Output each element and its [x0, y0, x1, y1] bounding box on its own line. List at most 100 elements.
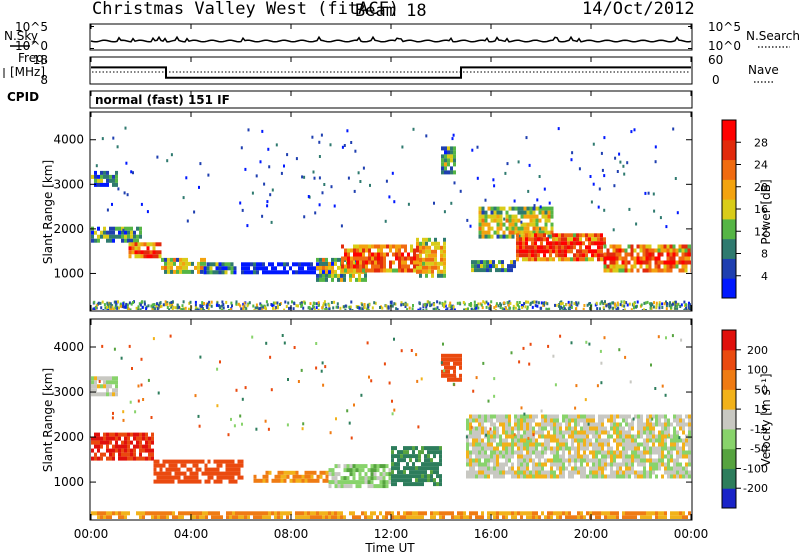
heatmap-cell — [109, 440, 112, 445]
heatmap-cell — [100, 234, 103, 239]
heatmap-cell — [625, 422, 628, 427]
heatmap-cell — [688, 454, 691, 459]
heatmap-cell — [553, 462, 556, 467]
speckle — [509, 301, 512, 305]
heatmap-cell — [91, 388, 94, 393]
heatmap-cell — [328, 480, 332, 485]
heatmap-cell — [673, 511, 676, 516]
heatmap-cell — [385, 515, 388, 519]
heatmap-cell — [443, 237, 446, 242]
heatmap-cell — [355, 464, 359, 469]
heatmap-cell — [181, 511, 184, 516]
heatmap-cell — [610, 414, 613, 419]
heatmap-cell — [382, 480, 386, 485]
speckle — [600, 361, 603, 365]
heatmap-cell — [496, 470, 499, 475]
heatmap-cell — [676, 470, 679, 475]
heatmap-cell — [487, 515, 490, 519]
heatmap-cell — [615, 248, 619, 253]
heatmap-cell — [283, 478, 287, 483]
heatmap-cell — [153, 459, 157, 464]
heatmap-cell — [667, 446, 670, 451]
heatmap-cell — [304, 474, 308, 479]
heatmap-cell — [304, 270, 307, 275]
heatmap-cell — [133, 234, 136, 239]
heatmap-cell — [634, 515, 637, 519]
heatmap-cell — [573, 245, 576, 250]
heatmap-cell — [640, 458, 643, 463]
heatmap-cell — [538, 218, 542, 223]
power-ylabel: Slant Range [km] — [41, 160, 55, 264]
heatmap-cell — [535, 218, 539, 223]
heatmap-cell — [358, 472, 362, 477]
heatmap-cell — [580, 466, 583, 471]
heatmap-cell — [472, 418, 475, 423]
heatmap-cell — [579, 245, 582, 250]
heatmap-cell — [540, 233, 543, 238]
heatmap-cell — [592, 466, 595, 471]
heatmap-cell — [526, 474, 529, 479]
heatmap-cell — [478, 422, 481, 427]
heatmap-cell — [216, 475, 220, 480]
speckle — [499, 302, 502, 306]
heatmap-cell — [631, 450, 634, 455]
heatmap-cell — [362, 248, 365, 253]
heatmap-cell — [552, 233, 555, 238]
speckle — [686, 309, 688, 310]
heatmap-cell — [610, 462, 613, 467]
heatmap-cell — [499, 434, 502, 439]
speckle — [242, 302, 245, 306]
heatmap-cell — [652, 434, 655, 439]
heatmap-cell — [547, 218, 551, 223]
heatmap-cell — [564, 249, 567, 254]
heatmap-cell — [487, 454, 490, 459]
heatmap-cell — [604, 430, 607, 435]
heatmap-cell — [481, 515, 484, 519]
heatmap-cell — [133, 452, 136, 457]
heatmap-cell — [661, 442, 664, 447]
heatmap-cell — [230, 266, 234, 271]
speckle — [434, 307, 437, 310]
speckle — [657, 335, 660, 339]
speckle — [267, 147, 270, 151]
speckle — [651, 417, 654, 421]
speckle — [443, 369, 446, 373]
heatmap-cell — [418, 478, 421, 483]
heatmap-cell — [325, 474, 329, 479]
heatmap-cell — [577, 450, 580, 455]
heatmap-cell — [565, 442, 568, 447]
heatmap-cell — [421, 462, 424, 467]
heatmap-cell — [532, 474, 535, 479]
heatmap-cell — [274, 515, 277, 519]
heatmap-cell — [100, 392, 103, 397]
heatmap-cell — [505, 470, 508, 475]
speckle — [120, 356, 123, 360]
heatmap-cell — [666, 244, 670, 249]
heatmap-cell — [535, 214, 539, 219]
speckle — [521, 306, 524, 309]
colorbar-swatch — [722, 278, 736, 299]
heatmap-cell — [331, 476, 335, 481]
heatmap-cell — [646, 442, 649, 447]
heatmap-cell — [529, 222, 533, 227]
heatmap-cell — [131, 242, 135, 247]
heatmap-cell — [237, 459, 241, 464]
heatmap-cell — [564, 253, 567, 258]
speckle — [255, 174, 258, 178]
heatmap-cell — [337, 273, 340, 278]
heatmap-cell — [234, 479, 238, 484]
heatmap-cell — [418, 454, 421, 459]
heatmap-cell — [409, 470, 412, 475]
speckle — [221, 300, 224, 304]
heatmap-cell — [661, 422, 664, 427]
speckle — [400, 303, 403, 307]
heatmap-cell — [152, 246, 156, 251]
heatmap-cell — [450, 154, 453, 159]
heatmap-cell — [618, 244, 622, 249]
heatmap-cell — [534, 249, 537, 254]
heatmap-cell — [207, 459, 211, 464]
heatmap-cell — [484, 430, 487, 435]
heatmap-cell — [649, 462, 652, 467]
heatmap-cell — [688, 442, 691, 447]
heatmap-cell — [645, 256, 649, 261]
